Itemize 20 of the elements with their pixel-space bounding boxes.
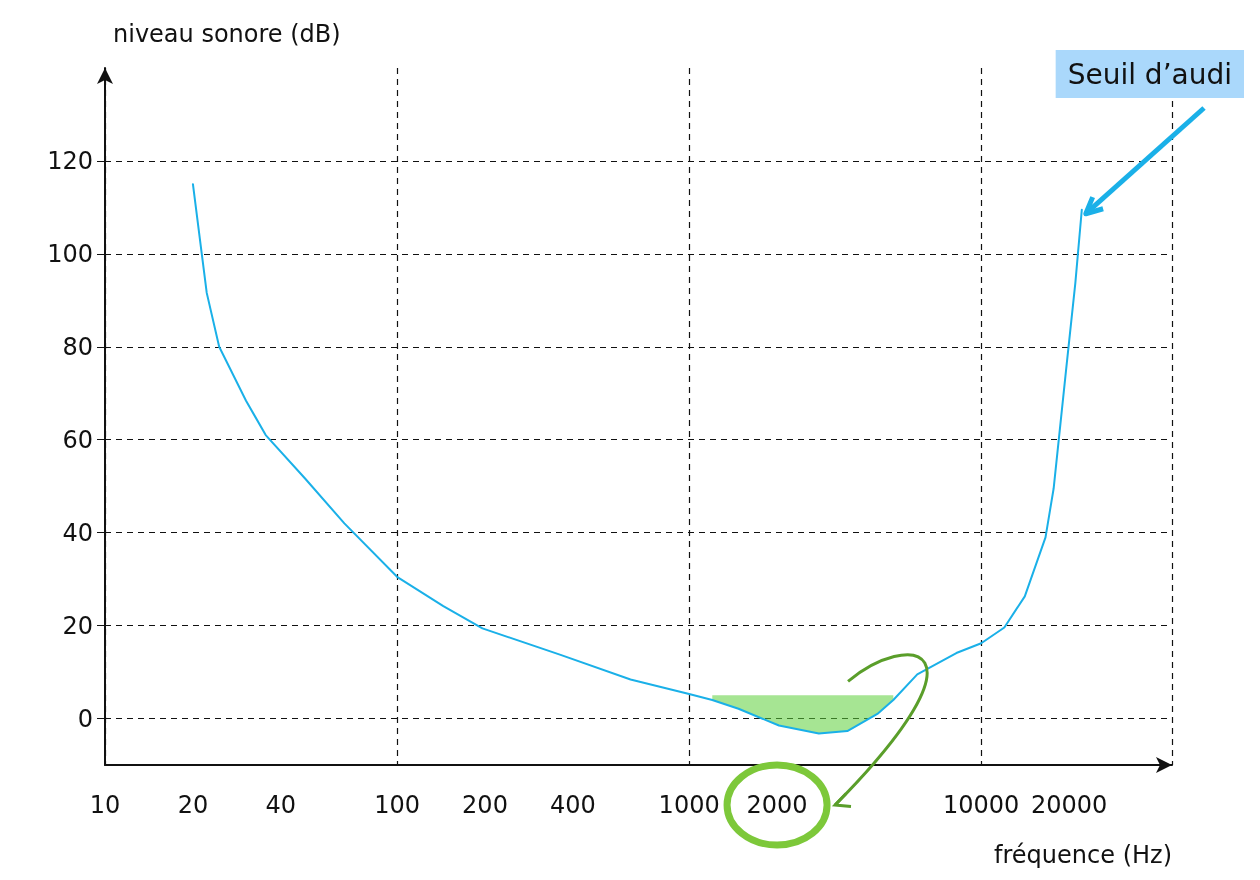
annotation: Seuil d’audi	[1067, 57, 1233, 91]
x-tick-label: 100	[374, 791, 420, 819]
y-tick-label: 20	[62, 611, 93, 640]
x-tick-label: 2000	[746, 791, 808, 819]
x-tick-label: 400	[550, 791, 596, 819]
y-tick-label: 80	[62, 332, 93, 361]
x-tick-label: 20	[177, 791, 209, 819]
x-tick-label: 40	[265, 791, 297, 819]
y-axis-title: niveau sonore (dB)	[113, 20, 341, 48]
y-tick-label: 0	[77, 704, 93, 733]
y-tick-label: 100	[47, 239, 93, 268]
x-tick-label: 1000	[658, 791, 720, 819]
x-tick-label: 10	[89, 791, 121, 819]
y-tick-label: 60	[62, 425, 93, 454]
x-tick-label: 10000	[943, 791, 1020, 819]
x-axis-title: fréquence (Hz)	[994, 841, 1172, 869]
x-tick-label: 200	[462, 791, 508, 819]
x-tick-label: 20000	[1030, 791, 1108, 819]
y-tick-label: 120	[47, 146, 93, 175]
y-tick-label: 40	[62, 518, 93, 547]
